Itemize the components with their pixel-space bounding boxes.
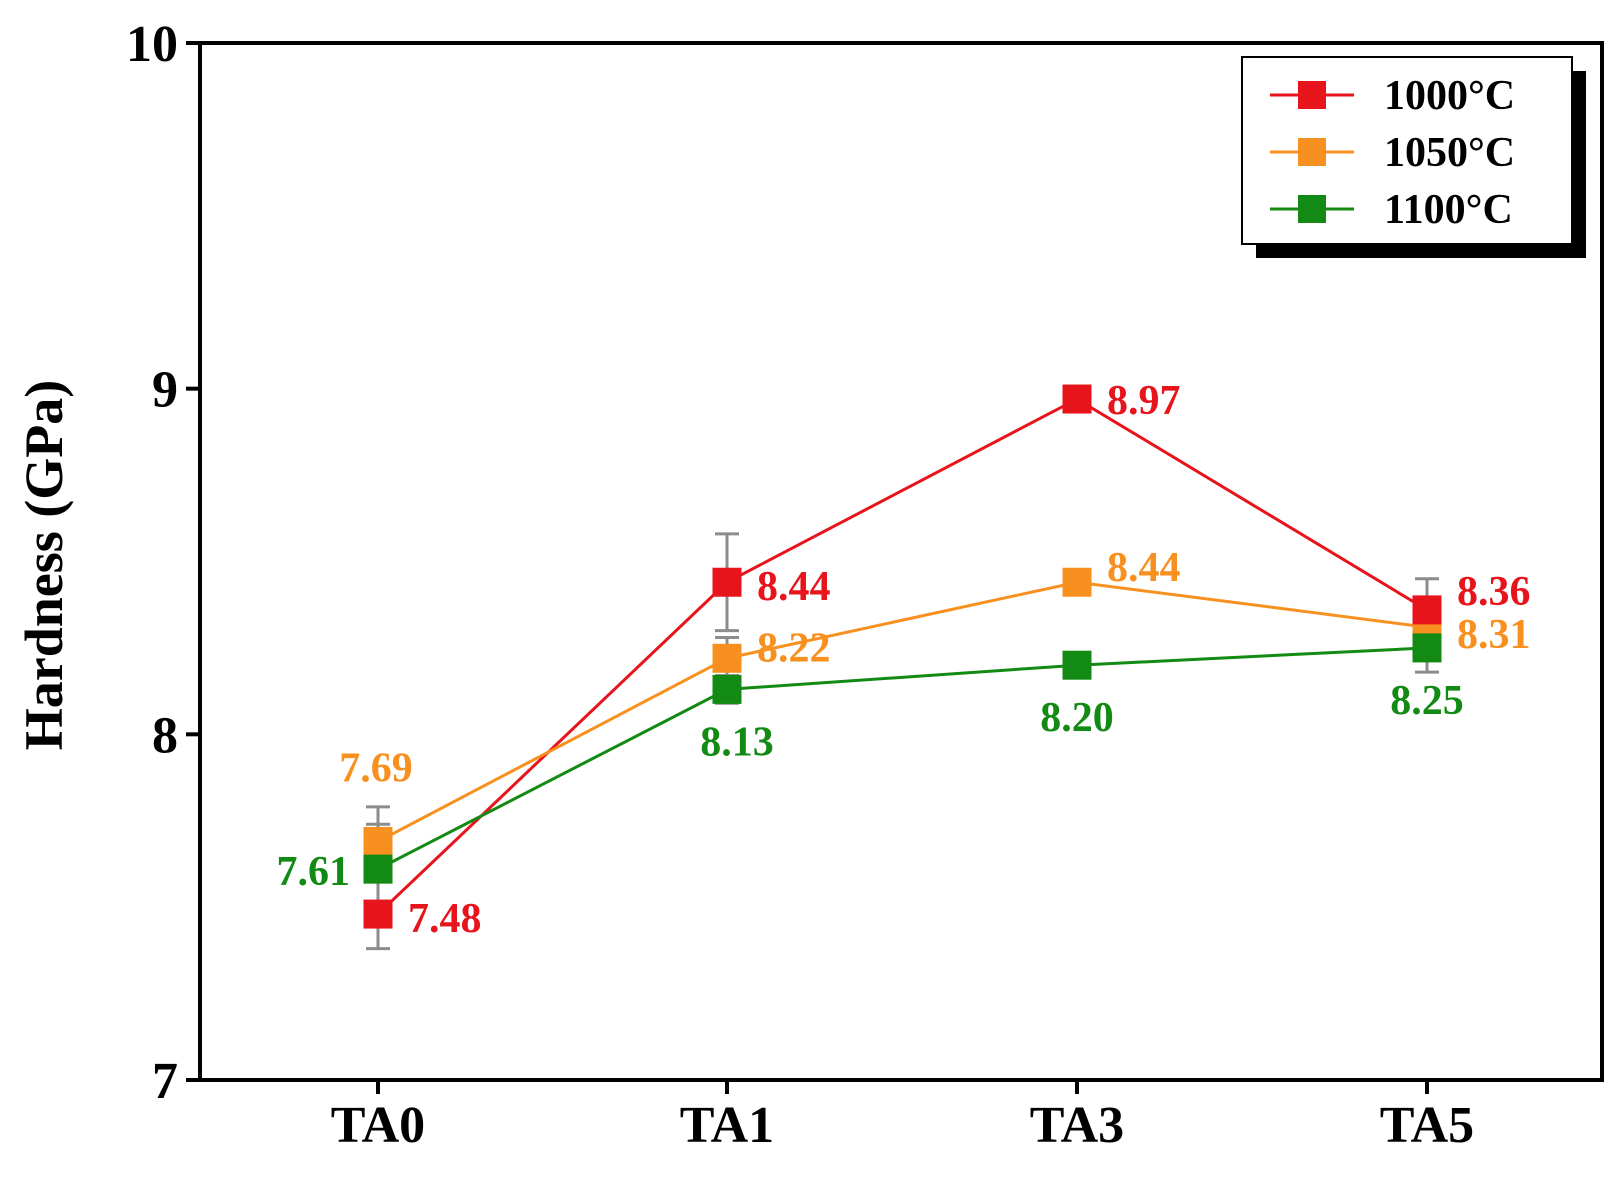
- data-label: 8.13: [700, 719, 774, 765]
- data-label: 7.69: [339, 745, 413, 791]
- data-point: [712, 567, 742, 597]
- x-tick-label: TA5: [1380, 1097, 1474, 1154]
- x-tick-label: TA1: [680, 1097, 774, 1154]
- plot-border: [198, 41, 1604, 1082]
- data-point: [1062, 567, 1092, 597]
- data-label: 8.25: [1390, 678, 1464, 724]
- data-point: [363, 854, 393, 884]
- data-point: [712, 674, 742, 704]
- legend-label: 1050°C: [1384, 130, 1515, 176]
- x-tick-label: TA0: [331, 1097, 425, 1154]
- y-tick-label: 10: [126, 16, 178, 73]
- data-label: 8.97: [1107, 378, 1181, 424]
- legend-marker: [1298, 138, 1326, 166]
- plot-area: [198, 41, 1604, 1082]
- data-point: [363, 899, 393, 929]
- data-point: [1062, 650, 1092, 680]
- series-line-0: [376, 397, 1428, 916]
- data-label: 8.31: [1457, 612, 1531, 658]
- axes: 7 8 9 10 TA0 TA1 TA3 TA5: [126, 16, 1474, 1154]
- data-label: 8.44: [1107, 545, 1181, 591]
- data-label: 8.44: [757, 564, 831, 610]
- data-point: [1062, 384, 1092, 414]
- x-tick-label: TA3: [1030, 1097, 1124, 1154]
- series-line-1: [377, 580, 1428, 843]
- data-point: [1412, 633, 1442, 663]
- data-label: 8.36: [1457, 569, 1531, 615]
- data-label: 8.20: [1040, 695, 1114, 741]
- y-tick-label: 8: [152, 707, 178, 764]
- series-layer: [363, 384, 1442, 951]
- data-label: 7.48: [408, 896, 482, 942]
- data-label: 8.22: [757, 625, 831, 671]
- y-axis-title: Hardness (GPa): [14, 380, 74, 751]
- data-labels: 7.48 8.44 8.97 8.36 7.69 8.22 8.44 8.31 7.61 8.13…: [277, 378, 1531, 942]
- data-point: [1412, 595, 1442, 625]
- legend-label: 1000°C: [1384, 73, 1515, 119]
- legend: 1000°C 1050°C 1100°C: [1241, 56, 1586, 258]
- data-point: [712, 643, 742, 673]
- series-line-2: [377, 646, 1428, 871]
- legend-marker: [1298, 195, 1326, 223]
- y-tick-label: 9: [152, 362, 178, 419]
- y-tick-label: 7: [152, 1053, 178, 1110]
- legend-marker: [1298, 81, 1326, 109]
- data-label: 7.61: [277, 849, 351, 895]
- legend-label: 1100°C: [1384, 187, 1513, 233]
- data-point: [363, 826, 393, 856]
